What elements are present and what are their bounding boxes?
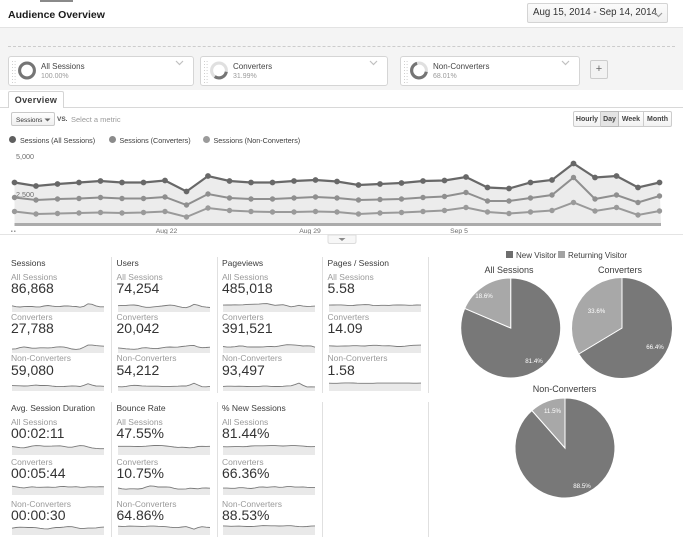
svg-text:Aug 29: Aug 29 bbox=[299, 228, 321, 235]
svg-text:18.6%: 18.6% bbox=[475, 293, 493, 300]
svg-text:Returning Visitor: Returning Visitor bbox=[568, 251, 627, 260]
svg-text:88.5%: 88.5% bbox=[573, 483, 591, 490]
svg-text:81.4%: 81.4% bbox=[525, 358, 543, 365]
svg-text:Sep 5: Sep 5 bbox=[450, 228, 468, 235]
svg-text:Converters: Converters bbox=[598, 265, 643, 275]
svg-text:Aug 22: Aug 22 bbox=[156, 228, 178, 235]
svg-text:2,500: 2,500 bbox=[16, 190, 34, 199]
svg-text:Non-Converters: Non-Converters bbox=[533, 384, 597, 394]
svg-text:5,000: 5,000 bbox=[16, 152, 34, 161]
svg-text:66.4%: 66.4% bbox=[646, 344, 664, 351]
svg-text:All Sessions: All Sessions bbox=[484, 265, 534, 275]
svg-text:11.5%: 11.5% bbox=[544, 408, 562, 415]
svg-text:33.6%: 33.6% bbox=[588, 308, 606, 315]
svg-text:New Visitor: New Visitor bbox=[516, 251, 557, 260]
